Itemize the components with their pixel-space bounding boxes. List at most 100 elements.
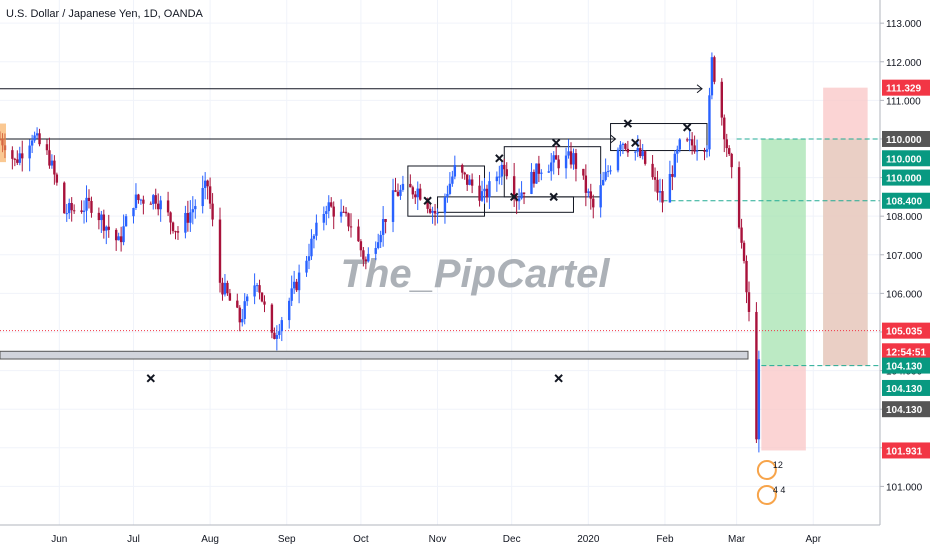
candle-body-68 xyxy=(236,300,239,308)
candle-body-76 xyxy=(260,292,264,302)
candle-body-59 xyxy=(203,180,207,189)
candle-body-25 xyxy=(85,197,88,211)
x-tick-label: Aug xyxy=(201,534,219,545)
position-loss-zone-1 xyxy=(761,365,806,451)
candle-body-216 xyxy=(745,260,748,293)
highlight-candle xyxy=(0,123,6,163)
candle-body-140 xyxy=(483,188,486,192)
event-badge-2 xyxy=(756,485,777,505)
candle-body-88 xyxy=(305,260,308,273)
candle-body-96 xyxy=(330,202,333,207)
candle-body-38 xyxy=(132,208,135,217)
candle-body-24 xyxy=(82,210,86,212)
candle-body-35 xyxy=(119,236,123,243)
candle-body-201 xyxy=(693,145,696,152)
price-label-8: 104.130 xyxy=(886,362,923,373)
candle-body-50 xyxy=(171,222,175,232)
candle-body-127 xyxy=(436,213,439,215)
candle-body-21 xyxy=(70,203,73,211)
candle-body-141 xyxy=(485,188,489,198)
candle-body-133 xyxy=(461,164,464,173)
y-tick-label: 112.000 xyxy=(886,58,922,69)
candle-body-98 xyxy=(339,211,343,217)
candle-body-101 xyxy=(347,213,350,227)
candle-body-71 xyxy=(243,301,246,319)
candle-body-20 xyxy=(68,203,71,214)
y-tick-label: 107.000 xyxy=(886,251,923,262)
x-tick-label: Apr xyxy=(805,534,821,545)
candle-body-164 xyxy=(567,151,570,156)
candle-body-211 xyxy=(728,148,731,154)
candle-body-144 xyxy=(498,176,501,178)
candle-body-61 xyxy=(208,186,212,204)
candle-body-119 xyxy=(411,187,415,195)
candle-body-157 xyxy=(540,172,543,174)
candle-body-60 xyxy=(206,180,209,187)
price-label-bg-9 xyxy=(882,379,930,396)
candle-body-53 xyxy=(184,212,187,233)
candle-body-187 xyxy=(643,151,647,164)
candle-body-218 xyxy=(755,311,758,440)
candle-body-204 xyxy=(705,149,709,152)
candle-body-49 xyxy=(169,212,172,223)
candle-body-202 xyxy=(695,150,699,152)
candle-body-152 xyxy=(522,192,526,194)
cross-marker-8 xyxy=(682,123,692,132)
candle-body-29 xyxy=(100,214,103,221)
candle-body-86 xyxy=(295,281,298,291)
candle-body-52 xyxy=(176,231,180,233)
candle-body-28 xyxy=(97,212,101,221)
candle-body-213 xyxy=(737,167,741,228)
candle-body-22 xyxy=(72,210,76,212)
candle-body-160 xyxy=(552,155,555,163)
watermark-text: The_PipCartel xyxy=(341,252,611,296)
price-label-bg-7 xyxy=(882,343,930,360)
candle-body-100 xyxy=(344,211,348,214)
candle-body-102 xyxy=(349,226,353,228)
candle-body-85 xyxy=(292,281,296,289)
candle-body-186 xyxy=(641,151,644,157)
candle-body-83 xyxy=(288,300,291,321)
candle-body-84 xyxy=(290,288,293,301)
candle-body-171 xyxy=(589,191,592,199)
candle-body-115 xyxy=(396,191,400,196)
cross-marker-7 xyxy=(623,119,633,128)
candle-body-12 xyxy=(38,133,41,145)
candle-body-167 xyxy=(574,153,578,169)
chart-title: U.S. Dollar / Japanese Yen, 1D, OANDA xyxy=(6,8,203,20)
candle-body-148 xyxy=(512,176,516,199)
price-label-bg-8 xyxy=(882,357,930,374)
x-tick-label: Nov xyxy=(429,534,447,545)
candle-body-180 xyxy=(621,143,625,145)
candle-body-192 xyxy=(661,191,664,203)
candle-body-163 xyxy=(564,155,568,169)
candle-body-11 xyxy=(35,133,39,136)
support-zone xyxy=(0,350,749,360)
candle-body-184 xyxy=(636,148,639,152)
candle-body-95 xyxy=(327,202,330,212)
arrow-head-1 xyxy=(696,84,703,94)
candle-body-129 xyxy=(446,193,449,197)
candle-body-40 xyxy=(137,194,140,200)
candle-body-151 xyxy=(520,192,523,199)
candle-body-18 xyxy=(63,182,66,214)
candle-body-191 xyxy=(658,191,662,193)
x-tick-label: Feb xyxy=(656,534,674,545)
price-label-bg-3 xyxy=(882,150,930,167)
price-label-bg-6 xyxy=(882,322,930,339)
price-label-2: 110.000 xyxy=(886,135,922,146)
candle-body-199 xyxy=(688,139,691,141)
candle-body-99 xyxy=(342,211,345,213)
range-box-4 xyxy=(437,196,574,213)
candle-body-181 xyxy=(624,143,627,149)
candle-body-32 xyxy=(107,226,110,230)
price-label-4: 110.000 xyxy=(886,174,922,185)
price-label-3: 110.000 xyxy=(886,154,922,165)
candle-body-7 xyxy=(21,153,24,159)
candle-body-97 xyxy=(332,206,335,217)
candle-body-46 xyxy=(157,203,160,210)
candle-body-208 xyxy=(720,81,723,118)
candle-body-165 xyxy=(569,151,573,165)
